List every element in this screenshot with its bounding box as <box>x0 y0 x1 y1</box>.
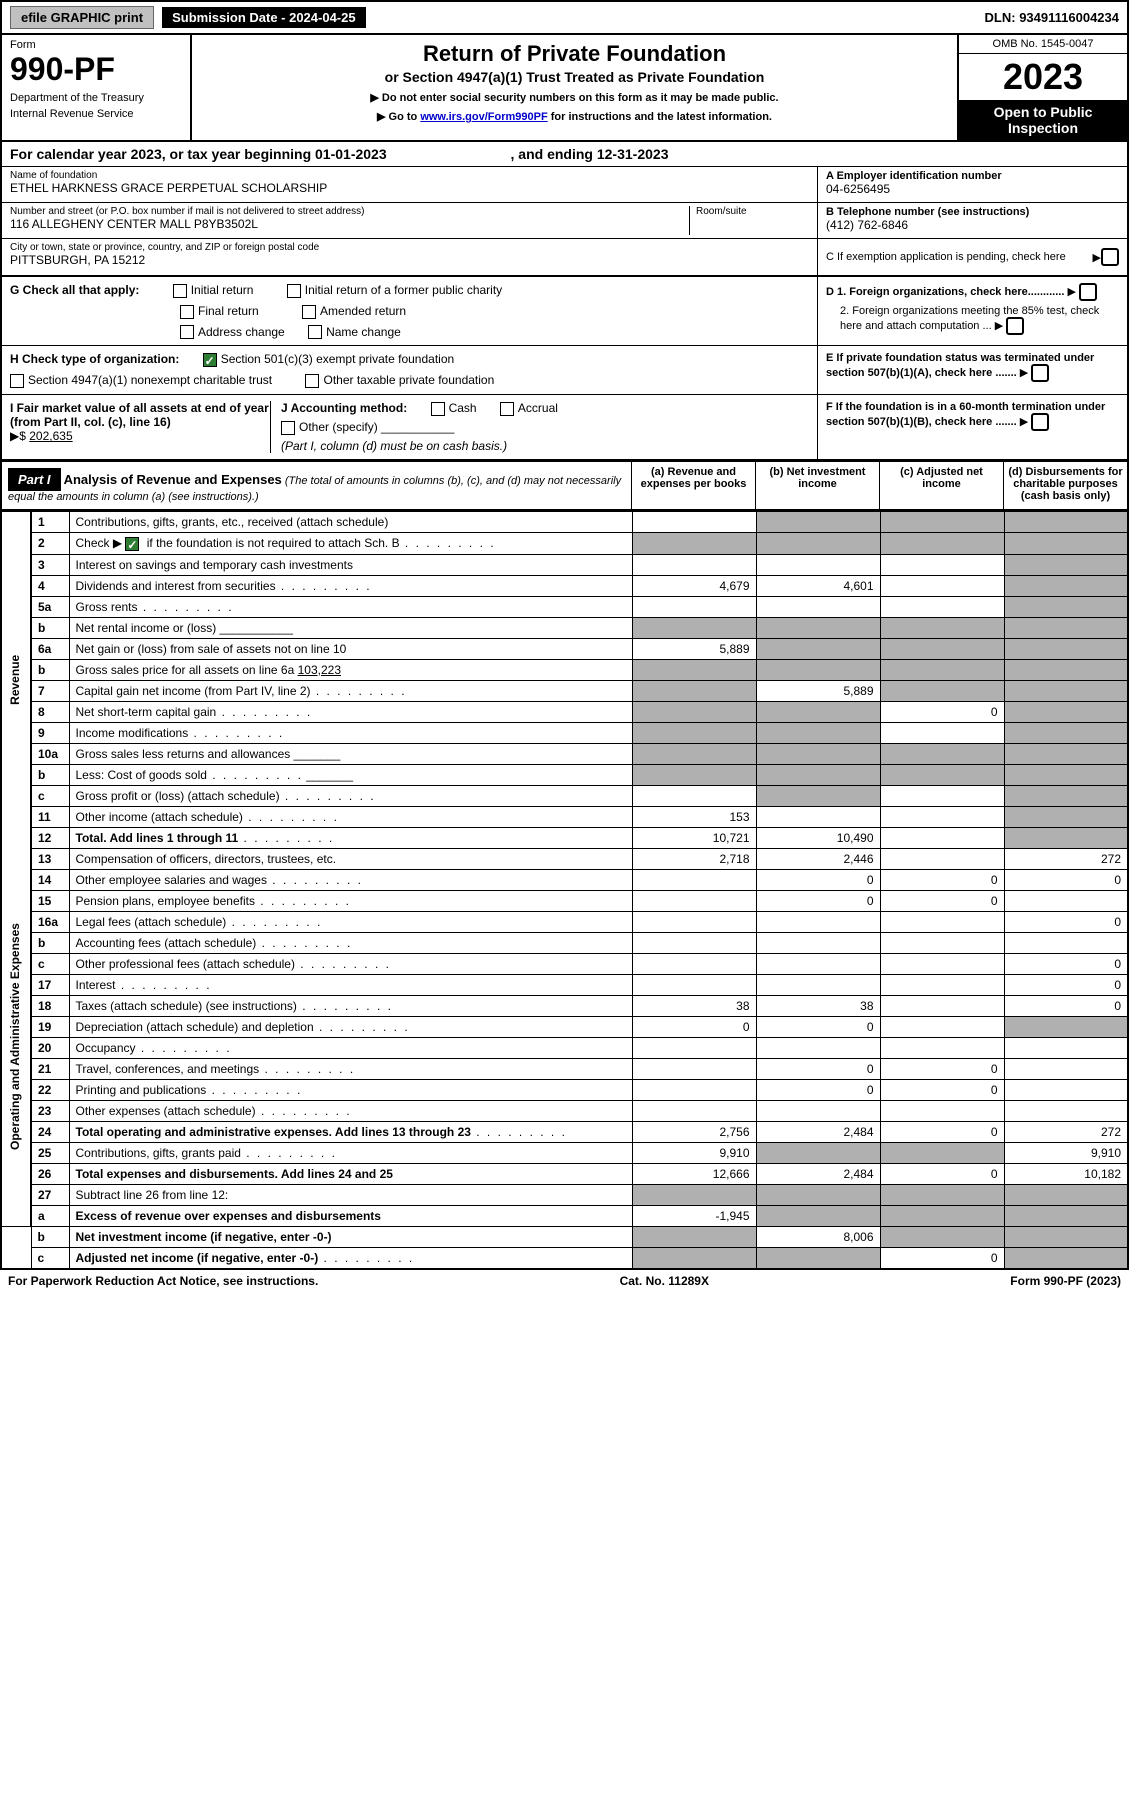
other-acct-checkbox[interactable] <box>281 421 295 435</box>
c-label: C If exemption application is pending, c… <box>826 251 1093 263</box>
expense-side-label: Operating and Administrative Expenses <box>1 848 31 1226</box>
calendar-year-row: For calendar year 2023, or tax year begi… <box>0 142 1129 167</box>
col-b-head: (b) Net investment income <box>755 462 879 509</box>
form-title: Return of Private Foundation <box>198 41 951 67</box>
schb-checkbox[interactable]: ✓ <box>125 537 139 551</box>
section-ij-row: I Fair market value of all assets at end… <box>0 395 1129 462</box>
city: PITTSBURGH, PA 15212 <box>10 253 809 267</box>
ein-label: A Employer identification number <box>826 170 1002 182</box>
part1-header: Part I Analysis of Revenue and Expenses … <box>0 462 1129 511</box>
d2-checkbox[interactable] <box>1006 317 1024 335</box>
dln-number: DLN: 93491116004234 <box>985 10 1119 25</box>
phone: (412) 762-6846 <box>826 218 1119 232</box>
form-subtitle: or Section 4947(a)(1) Trust Treated as P… <box>198 69 951 85</box>
col-a-head: (a) Revenue and expenses per books <box>631 462 755 509</box>
fmv-value: 202,635 <box>29 429 72 443</box>
ssn-note: ▶ Do not enter social security numbers o… <box>198 91 951 104</box>
tax-year: 2023 <box>959 54 1127 100</box>
page-footer: For Paperwork Reduction Act Notice, see … <box>0 1270 1129 1292</box>
name-label: Name of foundation <box>10 170 809 181</box>
goto-note: ▶ Go to www.irs.gov/Form990PF for instru… <box>198 110 951 123</box>
e-checkbox[interactable] <box>1031 364 1049 382</box>
501c3-checkbox[interactable]: ✓ <box>203 353 217 367</box>
section-h-row: H Check type of organization: ✓Section 5… <box>0 346 1129 395</box>
foundation-name: ETHEL HARKNESS GRACE PERPETUAL SCHOLARSH… <box>10 181 809 195</box>
phone-label: B Telephone number (see instructions) <box>826 206 1029 218</box>
col-c-head: (c) Adjusted net income <box>879 462 1003 509</box>
dept-treasury: Department of the Treasury <box>10 92 182 104</box>
name-change-checkbox[interactable] <box>308 325 322 339</box>
irs-label: Internal Revenue Service <box>10 108 182 120</box>
c-checkbox[interactable] <box>1101 248 1119 266</box>
other-taxable-checkbox[interactable] <box>305 374 319 388</box>
cash-checkbox[interactable] <box>431 402 445 416</box>
form-number: 990-PF <box>10 51 182 88</box>
4947-checkbox[interactable] <box>10 374 24 388</box>
city-label: City or town, state or province, country… <box>10 242 809 253</box>
cat-no: Cat. No. 11289X <box>620 1274 709 1288</box>
form-label: Form <box>10 39 182 51</box>
part1-table: Revenue 1Contributions, gifts, grants, e… <box>0 511 1129 1270</box>
foundation-info: Name of foundation ETHEL HARKNESS GRACE … <box>0 167 1129 277</box>
efile-print-button[interactable]: efile GRAPHIC print <box>10 6 154 29</box>
submission-date: Submission Date - 2024-04-25 <box>162 7 366 28</box>
omb-number: OMB No. 1545-0047 <box>959 35 1127 54</box>
revenue-side-label: Revenue <box>1 511 31 848</box>
room-label: Room/suite <box>696 206 809 217</box>
initial-return-checkbox[interactable] <box>173 284 187 298</box>
irs-link[interactable]: www.irs.gov/Form990PF <box>420 111 547 123</box>
f-checkbox[interactable] <box>1031 413 1049 431</box>
form-header: Form 990-PF Department of the Treasury I… <box>0 35 1129 142</box>
form-ref: Form 990-PF (2023) <box>1010 1274 1121 1288</box>
paperwork-notice: For Paperwork Reduction Act Notice, see … <box>8 1274 318 1288</box>
d1-checkbox[interactable] <box>1079 283 1097 301</box>
section-g-row: G Check all that apply: Initial return I… <box>0 277 1129 346</box>
top-bar: efile GRAPHIC print Submission Date - 20… <box>0 0 1129 35</box>
initial-former-checkbox[interactable] <box>287 284 301 298</box>
open-public: Open to Public Inspection <box>959 100 1127 140</box>
amended-checkbox[interactable] <box>302 305 316 319</box>
arrow-icon: ▶ <box>1093 251 1101 264</box>
part1-label: Part I <box>8 468 61 491</box>
final-return-checkbox[interactable] <box>180 305 194 319</box>
accrual-checkbox[interactable] <box>500 402 514 416</box>
col-d-head: (d) Disbursements for charitable purpose… <box>1003 462 1127 509</box>
addr-change-checkbox[interactable] <box>180 325 194 339</box>
addr-label: Number and street (or P.O. box number if… <box>10 206 689 217</box>
address: 116 ALLEGHENY CENTER MALL P8YB3502L <box>10 217 689 231</box>
ein: 04-6256495 <box>826 182 1119 196</box>
